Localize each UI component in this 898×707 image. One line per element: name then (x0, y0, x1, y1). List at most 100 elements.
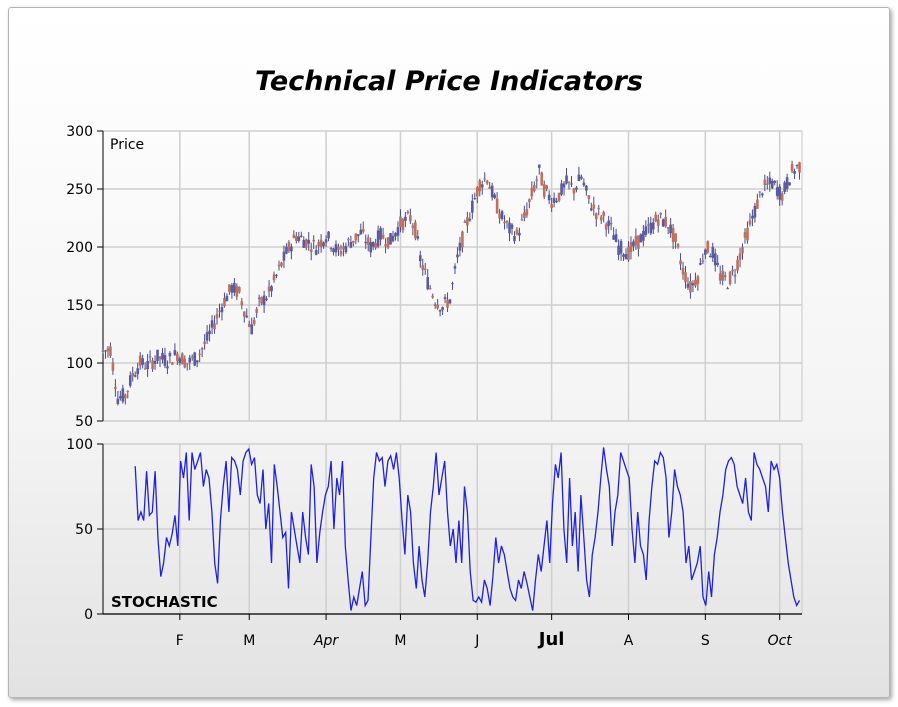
candle-body (389, 233, 392, 245)
candle-body (761, 193, 764, 196)
candle-body (676, 244, 680, 247)
candle-body (498, 213, 501, 219)
candle-body (463, 221, 467, 223)
candle-body (314, 250, 318, 255)
candle-body (143, 368, 147, 370)
candle-body (148, 356, 152, 358)
candle-body (743, 232, 747, 238)
candle-body (366, 237, 370, 245)
candle-body (696, 276, 700, 284)
candle-body (349, 241, 353, 248)
candle-body (228, 284, 231, 292)
candle-body (480, 184, 484, 188)
candle-body (163, 355, 167, 366)
candle-body (265, 298, 268, 300)
candle-body (101, 350, 105, 352)
candle-body (245, 315, 249, 318)
candle-body (490, 185, 494, 198)
candle-body (664, 217, 667, 227)
candle-body (381, 234, 385, 239)
candle-body (599, 216, 603, 221)
candle-body (520, 219, 524, 221)
candle-body (124, 394, 127, 399)
candle-body (468, 218, 472, 221)
candle-body (731, 269, 734, 272)
candle-body (503, 221, 506, 224)
candle-body (552, 197, 556, 203)
candle-body (347, 238, 350, 241)
candle-body (116, 398, 120, 404)
candle-body (190, 356, 194, 358)
candle-body (183, 358, 187, 368)
candle-body (111, 362, 115, 371)
candle-body (302, 239, 306, 248)
candle-body (282, 251, 286, 261)
chart-frame (8, 7, 890, 698)
stochastic-ytick-label: 100 (66, 437, 93, 453)
candle-body (746, 227, 749, 241)
candle-body (713, 253, 717, 266)
candle-body (629, 242, 633, 253)
candle-body (133, 375, 137, 377)
candle-body (540, 172, 544, 186)
candle-body (575, 187, 578, 190)
candle-body (733, 275, 737, 277)
candle-body (414, 222, 417, 238)
candle-body (299, 235, 303, 237)
candle-body (778, 186, 781, 200)
candle-body (225, 295, 229, 302)
x-tick-label: M (394, 633, 406, 649)
x-tick-label: F (176, 633, 184, 649)
candle-body (230, 285, 234, 293)
x-tick-label: Oct (768, 633, 793, 649)
candle-body (153, 360, 157, 364)
candle-body (297, 236, 301, 242)
candle-body (609, 223, 613, 225)
price-panel-label: Price (110, 137, 144, 153)
candle-body (109, 346, 112, 356)
candle-body (235, 286, 239, 297)
candle-body (361, 228, 365, 232)
candle-body (250, 324, 254, 335)
stochastic-ytick-label: 50 (75, 522, 93, 538)
candle-body (706, 241, 710, 253)
candle-body (627, 246, 630, 261)
candle-body (617, 245, 620, 256)
candle-body (181, 353, 184, 365)
candle-body (319, 239, 323, 247)
candle-body (666, 227, 670, 229)
candle-body (290, 246, 293, 252)
candle-body (711, 247, 715, 258)
candle-body (171, 362, 174, 365)
candle-body (295, 236, 298, 241)
candle-body (545, 185, 548, 189)
price-ytick-label: 250 (66, 182, 93, 198)
candle-body (701, 260, 705, 262)
candle-body (292, 234, 296, 238)
candle-body (255, 308, 258, 313)
candle-body (166, 366, 169, 369)
candle-body (721, 270, 724, 281)
candle-body (262, 295, 266, 306)
candle-body (728, 271, 732, 284)
candle-body (272, 274, 276, 281)
candle-body (322, 242, 325, 247)
candle-body (247, 323, 251, 327)
candle-body (126, 390, 130, 392)
candle-body (661, 219, 665, 227)
candle-body (748, 220, 752, 225)
candle-body (471, 200, 474, 213)
candle-body (416, 236, 420, 239)
candle-body (329, 248, 333, 250)
candle-body (151, 360, 154, 369)
candle-body (780, 193, 784, 201)
x-tick-label: M (243, 633, 255, 649)
candle-body (783, 182, 786, 192)
candle-body (515, 229, 519, 235)
candle-body (173, 350, 177, 355)
candle-body (200, 348, 204, 350)
stochastic-panel-label: STOCHASTIC (111, 593, 218, 611)
candle-body (337, 246, 340, 251)
candle-body (691, 283, 695, 286)
candle-body (359, 229, 363, 235)
